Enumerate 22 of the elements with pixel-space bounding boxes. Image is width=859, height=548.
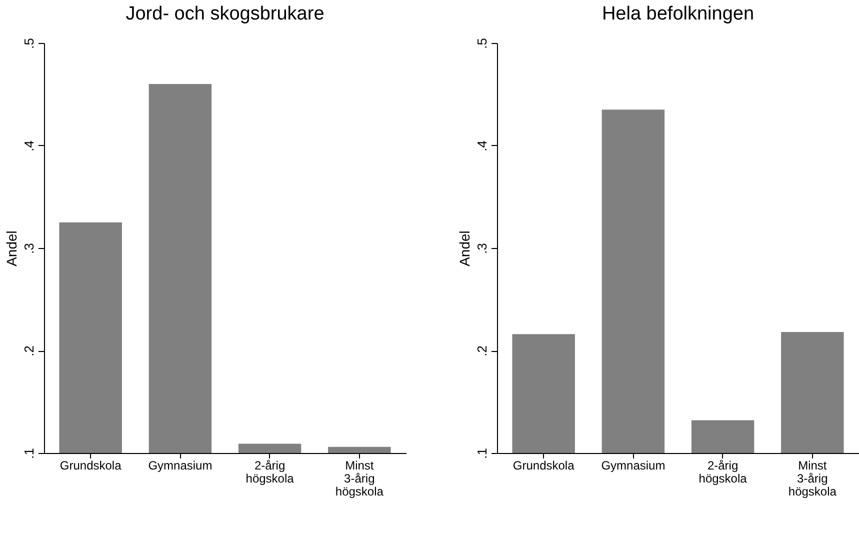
x-tick-label: Grundskola — [512, 458, 575, 472]
y-tick-label: .2 — [474, 346, 490, 356]
y-tick-label: .5 — [474, 38, 490, 49]
y-tick-label: .3 — [22, 243, 36, 254]
y-tick-label: .1 — [22, 448, 36, 459]
x-tick-label: Gymnasium — [601, 458, 666, 472]
x-tick-label: 2-årig högskola — [698, 458, 748, 486]
y-axis-title: Andel — [456, 230, 472, 266]
chart-title: Hela befolkningen — [602, 4, 754, 25]
chart-title: Jord- och skogsbrukare — [126, 4, 324, 25]
x-tick-label: Grundskola — [60, 458, 122, 472]
y-axis-title: Andel — [4, 230, 20, 266]
y-tick-label: .4 — [22, 140, 36, 152]
x-tick-label: Minst 3-årig högskola — [335, 458, 384, 498]
y-tick-label: .4 — [474, 140, 490, 152]
y-tick-label: .2 — [22, 346, 36, 356]
x-tick-label: 2-årig högskola — [246, 458, 294, 486]
x-tick-label: Gymnasium — [148, 458, 212, 472]
y-tick-label: .1 — [474, 448, 490, 459]
y-tick-label: .3 — [474, 243, 490, 254]
y-tick-label: .5 — [22, 38, 36, 49]
x-tick-label: Minst 3-årig högskola — [788, 458, 837, 498]
